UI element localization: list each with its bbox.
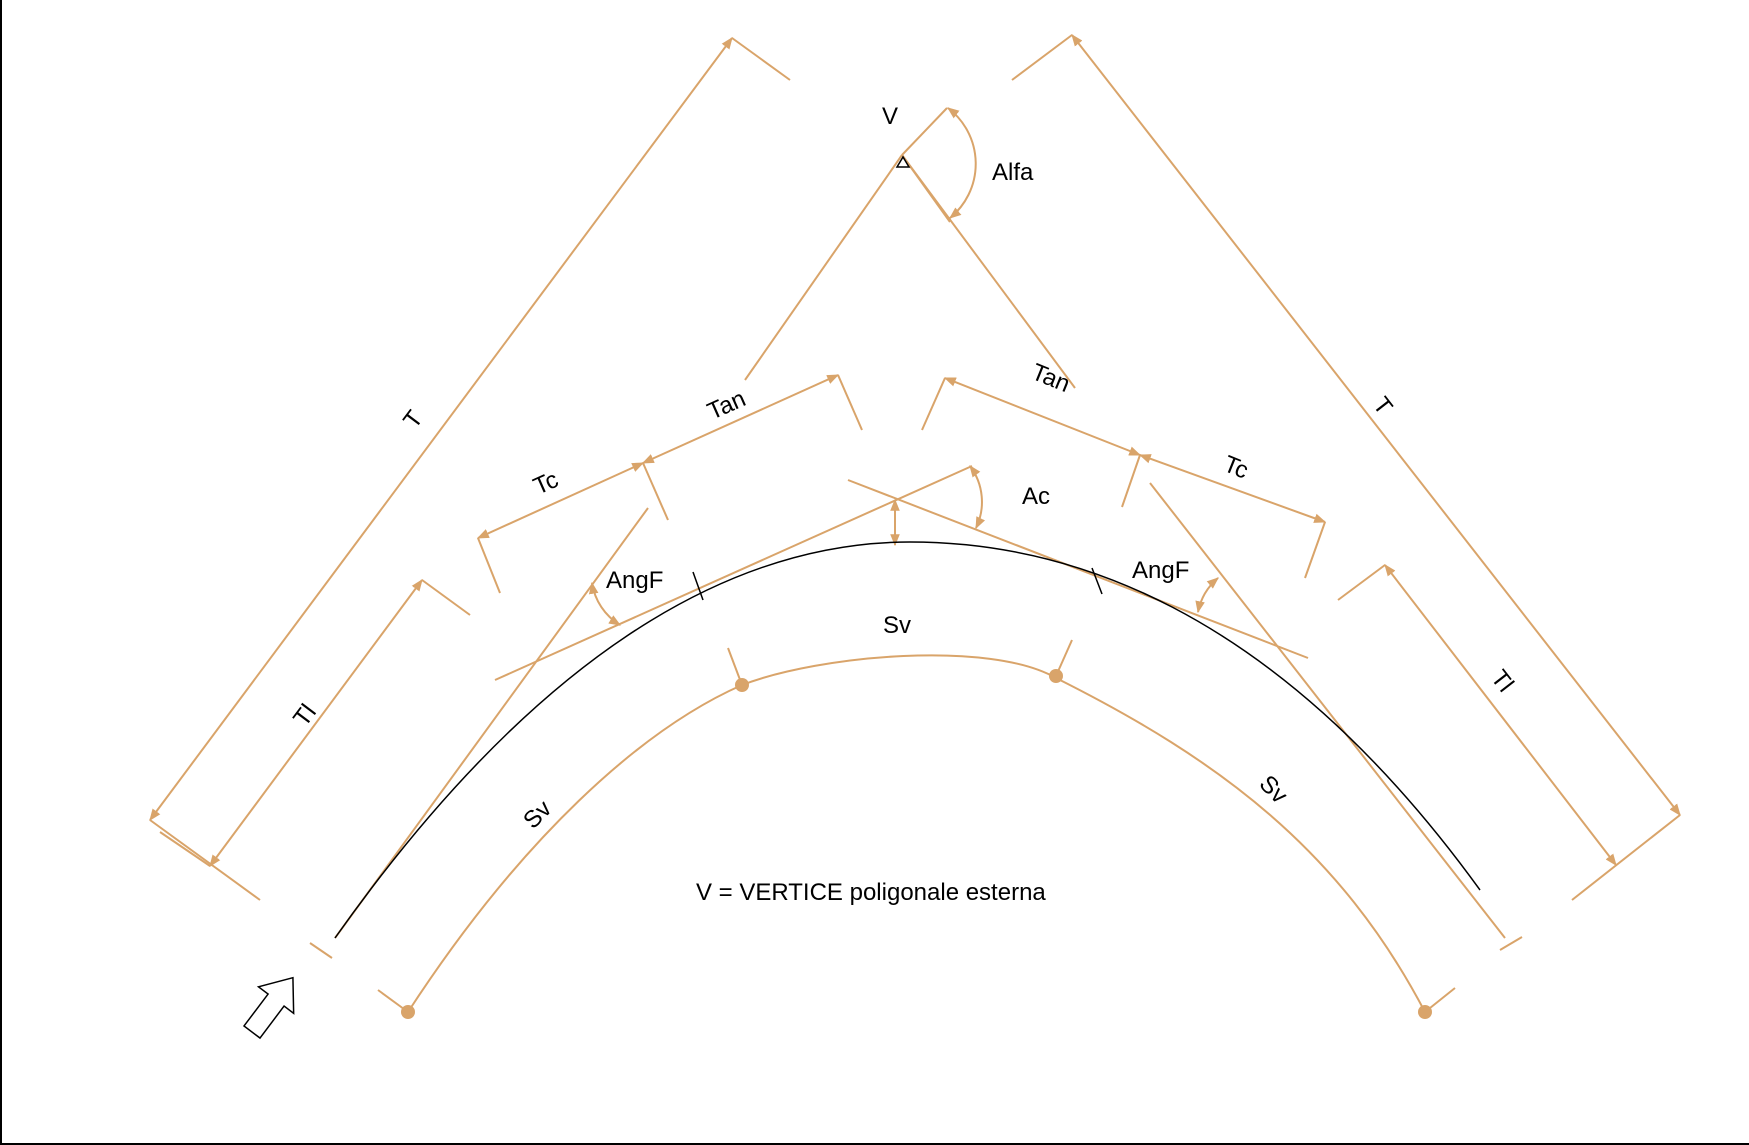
alfa-angle-arc: [947, 107, 977, 219]
tangent-point-left-tick: [692, 571, 704, 601]
label-vertex: V: [882, 103, 898, 130]
direction-arrow-icon: [242, 976, 295, 1040]
label-ac: Ac: [1022, 483, 1050, 510]
label-tc-left: Tc: [529, 466, 562, 500]
label-alfa: Alfa: [992, 159, 1034, 186]
sv-nodes: [377, 639, 1456, 1019]
angf-right: [1149, 482, 1506, 939]
curve-end-right-tick: [1499, 936, 1523, 951]
road-curve: [334, 541, 1481, 939]
label-t-right: T: [1367, 392, 1398, 420]
curve-end-left-tick: [309, 942, 333, 959]
label-tl-left: Tl: [288, 699, 322, 731]
label-tl-right: Tl: [1485, 665, 1519, 697]
label-tc-right: Tc: [1220, 451, 1252, 485]
label-angf-right: AngF: [1132, 557, 1189, 584]
triangle-marker-icon: [895, 155, 911, 168]
dimension-tl-left: [159, 579, 471, 867]
dimension-t-right: [1011, 34, 1681, 901]
label-tan-left: Tan: [703, 385, 749, 425]
label-t-left: T: [398, 405, 429, 433]
label-sv-top: Sv: [883, 612, 911, 639]
sv-offset-curve: [407, 654, 1426, 1013]
dimension-tan-tc-right: [921, 377, 1327, 579]
tangent-polygon: [744, 107, 1076, 389]
tangent-point-right-tick: [1091, 567, 1103, 595]
dimension-tl-right: [1337, 564, 1617, 866]
ac-construction: [494, 465, 1309, 681]
dimension-tan-tc-left: [476, 374, 863, 594]
label-tan-right: Tan: [1028, 359, 1074, 399]
label-sv-right: Sv: [1254, 770, 1293, 809]
angf-left: [334, 507, 649, 939]
label-angf-left: AngF: [606, 567, 663, 594]
legend-note: V = VERTICE poligonale esterna: [696, 879, 1046, 906]
